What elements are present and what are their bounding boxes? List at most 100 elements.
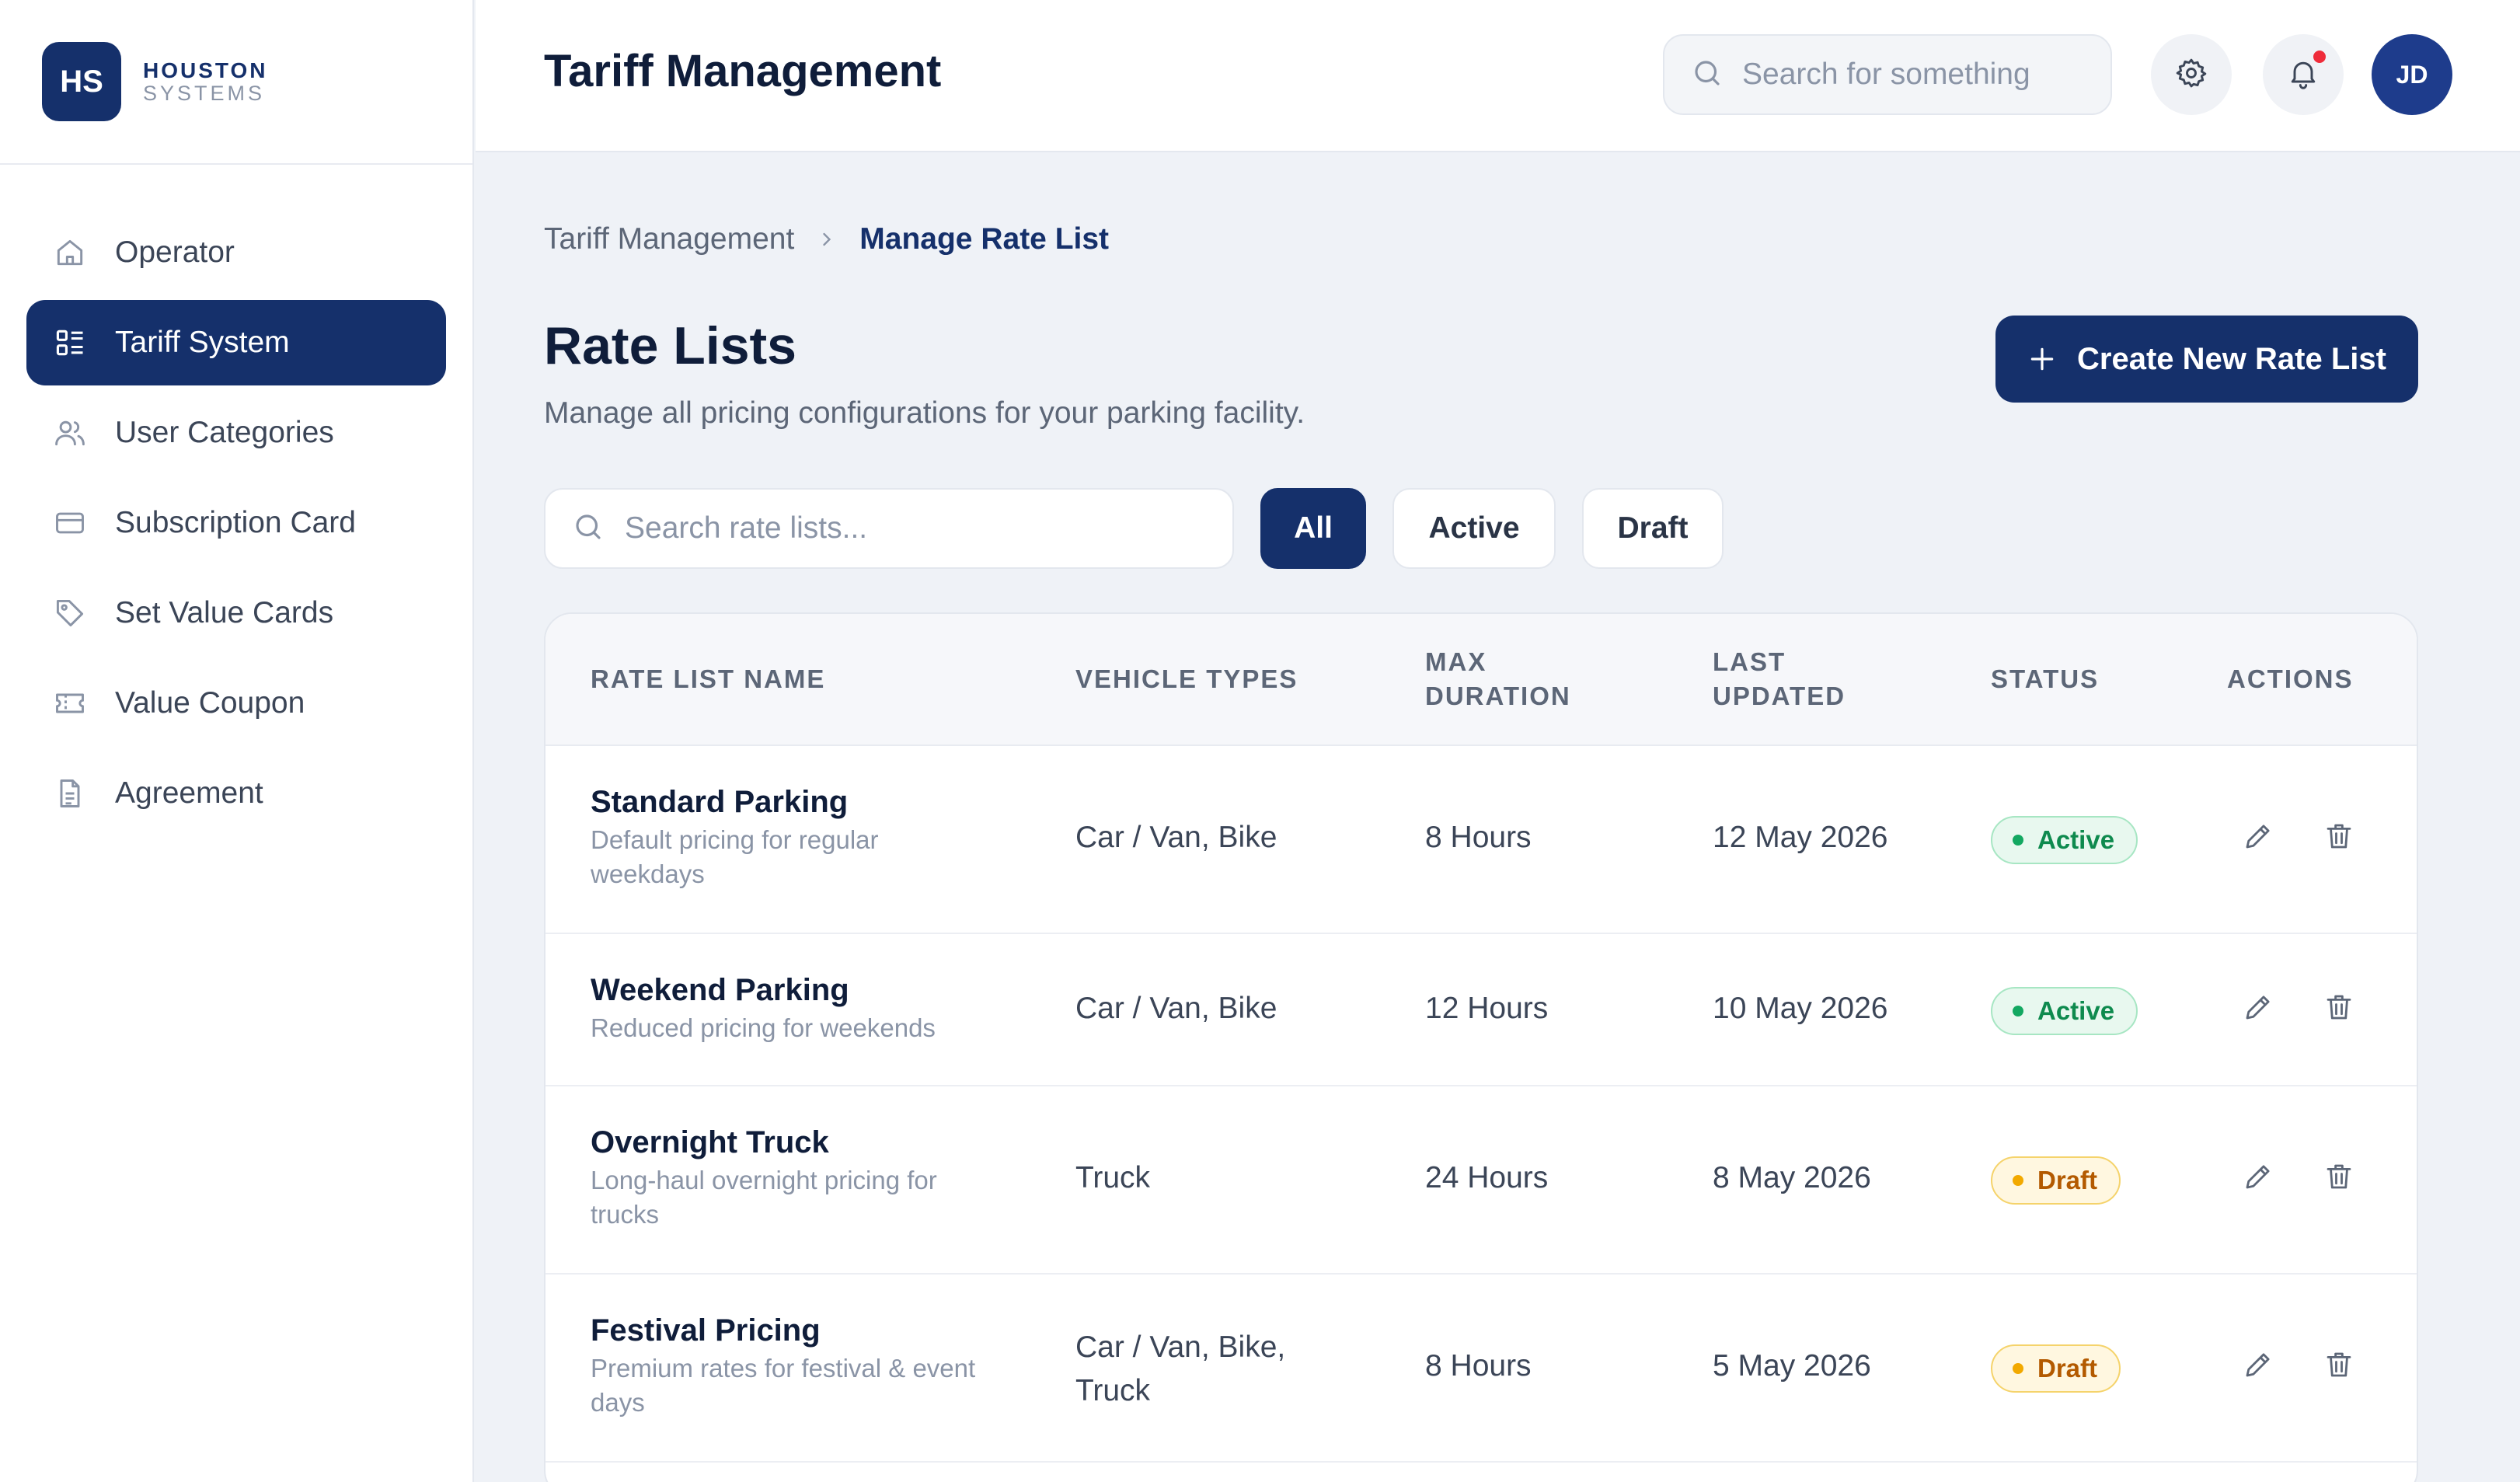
rate-list-cell: Weekend Parking Reduced pricing for week… <box>591 973 1026 1045</box>
search-icon <box>572 511 605 547</box>
vehicle-types: Car / Van, Bike <box>1075 992 1277 1025</box>
rate-list-name[interactable]: Overnight Truck <box>591 1125 829 1159</box>
breadcrumb: Tariff Management Manage Rate List <box>544 222 1109 256</box>
section-subtitle: Manage all pricing configurations for yo… <box>544 396 1305 430</box>
section-title: Rate Lists <box>544 316 796 375</box>
create-button-label: Create New Rate List <box>2077 341 2386 376</box>
max-duration: 12 Hours <box>1425 992 1549 1025</box>
pencil-icon <box>2246 1165 2270 1189</box>
settings-button[interactable] <box>2151 34 2232 115</box>
status-label: Draft <box>2037 1166 2098 1194</box>
table-row[interactable]: Overnight Truck Long-haul overnight pric… <box>545 1086 2417 1275</box>
edit-button[interactable] <box>2236 1343 2280 1386</box>
bell-icon <box>2286 56 2320 94</box>
brand[interactable]: HS HOUSTON SYSTEMS <box>0 0 472 165</box>
status-dot <box>2013 1363 2023 1374</box>
column-header-name[interactable]: RATE LIST NAME <box>591 664 826 693</box>
sidebar-item-label: User Categories <box>115 416 334 449</box>
table-row[interactable]: Weekend Parking Reduced pricing for week… <box>545 934 2417 1086</box>
sidebar-item-tariff-system[interactable]: Tariff System <box>26 300 446 385</box>
rate-list-name[interactable]: Weekend Parking <box>591 973 849 1007</box>
rate-list-description: Long-haul overnight pricing for trucks <box>591 1166 937 1229</box>
status-label: Active <box>2037 825 2115 854</box>
pencil-icon <box>2246 1353 2270 1377</box>
table-header: RATE LIST NAME VEHICLE TYPES MAX DURATIO… <box>545 614 2417 746</box>
column-header-vehicle-types[interactable]: VEHICLE TYPES <box>1075 664 1298 693</box>
filter-all[interactable]: All <box>1260 488 1366 569</box>
table-row[interactable]: Standard Parking Default pricing for reg… <box>545 746 2417 934</box>
sidebar-item-set-value-cards[interactable]: Set Value Cards <box>26 570 446 656</box>
filter-active[interactable]: Active <box>1392 488 1556 569</box>
chevron-right-icon <box>823 232 831 246</box>
max-duration: 24 Hours <box>1425 1161 1549 1194</box>
edit-button[interactable] <box>2236 1155 2280 1198</box>
pencil-icon <box>2246 996 2270 1020</box>
rate-list-cell: Standard Parking Default pricing for reg… <box>591 785 995 891</box>
sidebar-nav: Operator Tariff System User Categories S… <box>0 165 472 836</box>
notifications-button[interactable] <box>2263 34 2344 115</box>
status-label: Active <box>2037 996 2115 1025</box>
top-header: Tariff Management JD <box>476 0 2520 152</box>
edit-button[interactable] <box>2236 985 2280 1029</box>
avatar[interactable]: JD <box>2372 34 2452 115</box>
last-updated: 8 May 2026 <box>1713 1161 1871 1194</box>
status-badge: Draft <box>1991 1344 2121 1393</box>
sidebar-item-label: Value Coupon <box>115 686 305 720</box>
rate-list-cell: Overnight Truck Long-haul overnight pric… <box>591 1125 995 1232</box>
page-title: Tariff Management <box>544 46 942 96</box>
trash-icon <box>2327 1164 2351 1189</box>
sidebar-item-label: Subscription Card <box>115 506 356 539</box>
create-rate-list-button[interactable]: Create New Rate List <box>1995 316 2418 403</box>
sidebar-item-label: Tariff System <box>115 326 290 359</box>
status-dot <box>2013 1006 2023 1016</box>
notification-dot <box>2311 48 2328 65</box>
brand-text: HOUSTON SYSTEMS <box>143 59 268 104</box>
list-icon <box>53 326 87 360</box>
rate-list-search[interactable] <box>544 488 1234 569</box>
delete-button[interactable] <box>2317 985 2361 1029</box>
trash-icon <box>2327 1352 2351 1377</box>
vehicle-types: Car / Van, Bike <box>1075 821 1277 854</box>
sidebar-item-agreement[interactable]: Agreement <box>26 751 446 836</box>
status-label: Draft <box>2037 1354 2098 1383</box>
edit-button[interactable] <box>2236 814 2280 858</box>
status-badge: Active <box>1991 816 2138 864</box>
rate-list-name[interactable]: Standard Parking <box>591 785 849 819</box>
delete-button[interactable] <box>2317 1155 2361 1198</box>
global-search-input[interactable] <box>1742 58 2084 92</box>
trash-icon <box>2327 995 2351 1020</box>
rate-list-name[interactable]: Festival Pricing <box>591 1313 821 1348</box>
sidebar: HS HOUSTON SYSTEMS Operator Tariff Syste… <box>0 0 474 1482</box>
delete-button[interactable] <box>2317 1343 2361 1386</box>
table-row[interactable]: Festival Pricing Premium rates for festi… <box>545 1275 2417 1463</box>
column-header-last-updated[interactable]: LAST UPDATED <box>1713 647 1846 710</box>
rate-list-search-input[interactable] <box>625 511 1215 546</box>
rate-list-description: Default pricing for regular weekdays <box>591 825 879 888</box>
gear-icon <box>2174 56 2208 94</box>
vehicle-types: Car / Van, Bike, Truck <box>1075 1330 1286 1407</box>
column-header-actions: ACTIONS <box>2227 664 2354 693</box>
sidebar-item-value-coupon[interactable]: Value Coupon <box>26 661 446 746</box>
max-duration: 8 Hours <box>1425 1349 1532 1383</box>
trash-icon <box>2327 824 2351 849</box>
delete-button[interactable] <box>2317 814 2361 858</box>
sidebar-item-label: Agreement <box>115 776 263 810</box>
ticket-icon <box>53 686 87 720</box>
sidebar-item-subscription-card[interactable]: Subscription Card <box>26 480 446 566</box>
filter-draft[interactable]: Draft <box>1582 488 1724 569</box>
breadcrumb-parent-link[interactable]: Tariff Management <box>544 222 795 256</box>
home-icon <box>53 235 87 270</box>
sidebar-item-user-categories[interactable]: User Categories <box>26 390 446 476</box>
column-header-max-duration[interactable]: MAX DURATION <box>1425 647 1571 710</box>
status-dot <box>2013 835 2023 846</box>
brand-logo: HS <box>42 42 121 121</box>
vehicle-types: Truck <box>1075 1161 1151 1194</box>
global-search[interactable] <box>1663 34 2112 115</box>
status-badge: Active <box>1991 987 2138 1035</box>
pencil-icon <box>2246 825 2270 849</box>
sidebar-item-operator[interactable]: Operator <box>26 210 446 295</box>
sidebar-item-label: Set Value Cards <box>115 596 334 629</box>
tag-icon <box>53 596 87 630</box>
column-header-status[interactable]: STATUS <box>1991 664 2100 693</box>
